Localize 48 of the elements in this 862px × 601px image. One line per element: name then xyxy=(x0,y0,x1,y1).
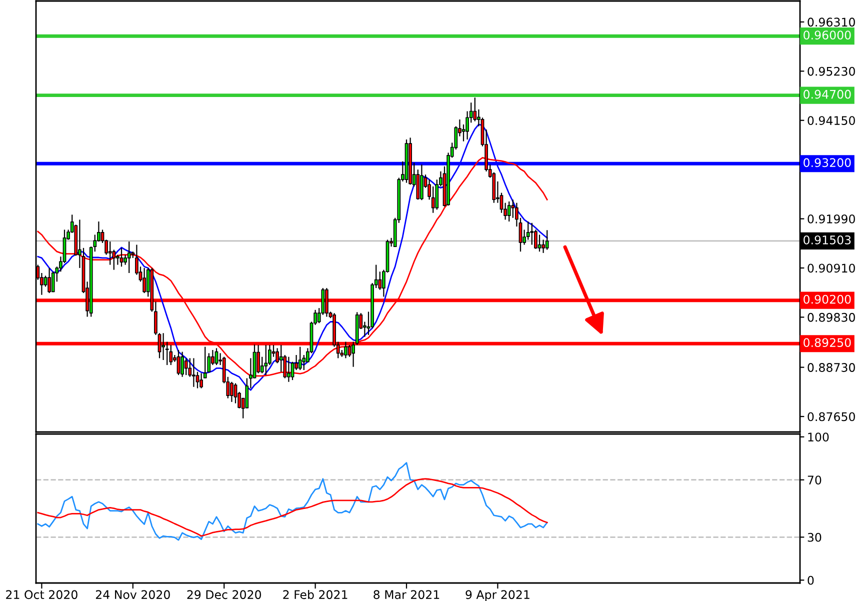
y-tick-label: 30 xyxy=(808,532,822,542)
x-tick-label: 21 Oct 2020 xyxy=(6,590,78,600)
ref-line-label: 0.96000 xyxy=(804,30,851,40)
candlestick xyxy=(127,241,131,274)
y-tick-label: 0 xyxy=(808,576,814,585)
candlestick xyxy=(180,351,184,378)
y-tick-label: 0.96310 xyxy=(808,18,855,27)
x-tick-label: 24 Nov 2020 xyxy=(96,590,170,600)
line-series xyxy=(37,462,548,541)
x-tick-label: 9 Apr 2021 xyxy=(466,590,530,601)
ref-line-label: 0.90200 xyxy=(804,294,851,304)
candlestick xyxy=(162,332,165,361)
ref-line-label: 0.91503 xyxy=(804,235,851,244)
ref-line-label: 0.89250 xyxy=(804,338,851,348)
x-tick-label: 29 Dec 2020 xyxy=(187,590,262,600)
candlestick xyxy=(530,222,534,246)
candlestick xyxy=(120,247,124,268)
y-tick-label: 0.87650 xyxy=(808,412,855,422)
x-tick-label: 2 Feb 2021 xyxy=(283,590,348,600)
candlestick xyxy=(142,267,146,294)
candlestick xyxy=(48,267,51,294)
candlestick xyxy=(192,358,196,388)
candlestick xyxy=(230,381,234,402)
y-tick-label: 0.88730 xyxy=(808,363,855,372)
candlestick xyxy=(526,220,530,240)
candlestick xyxy=(344,341,348,359)
candlestick xyxy=(108,241,112,266)
candlestick xyxy=(298,346,302,371)
ref-line-label: 0.94700 xyxy=(804,90,851,99)
y-tick-label: 70 xyxy=(808,476,822,484)
candlestick xyxy=(200,372,203,389)
y-tick-label: 100 xyxy=(808,432,829,442)
candlestick xyxy=(538,234,542,252)
candlestick xyxy=(184,358,188,376)
candlestick xyxy=(264,344,268,376)
y-tick-label: 0.89830 xyxy=(808,312,855,322)
candlestick xyxy=(420,164,424,201)
line-series xyxy=(37,478,548,537)
candlestick xyxy=(507,200,511,222)
candlestick xyxy=(545,230,549,250)
y-tick-label: 0.91990 xyxy=(808,214,855,224)
y-tick-label: 0.95230 xyxy=(808,66,855,76)
y-tick-label: 0.94150 xyxy=(808,116,855,126)
candlestick xyxy=(287,356,290,382)
y-tick-label: 0.90910 xyxy=(808,264,855,273)
ref-line-label: 0.93200 xyxy=(804,158,851,168)
candlestick xyxy=(542,239,545,254)
x-tick-label: 8 Mar 2021 xyxy=(374,590,440,600)
